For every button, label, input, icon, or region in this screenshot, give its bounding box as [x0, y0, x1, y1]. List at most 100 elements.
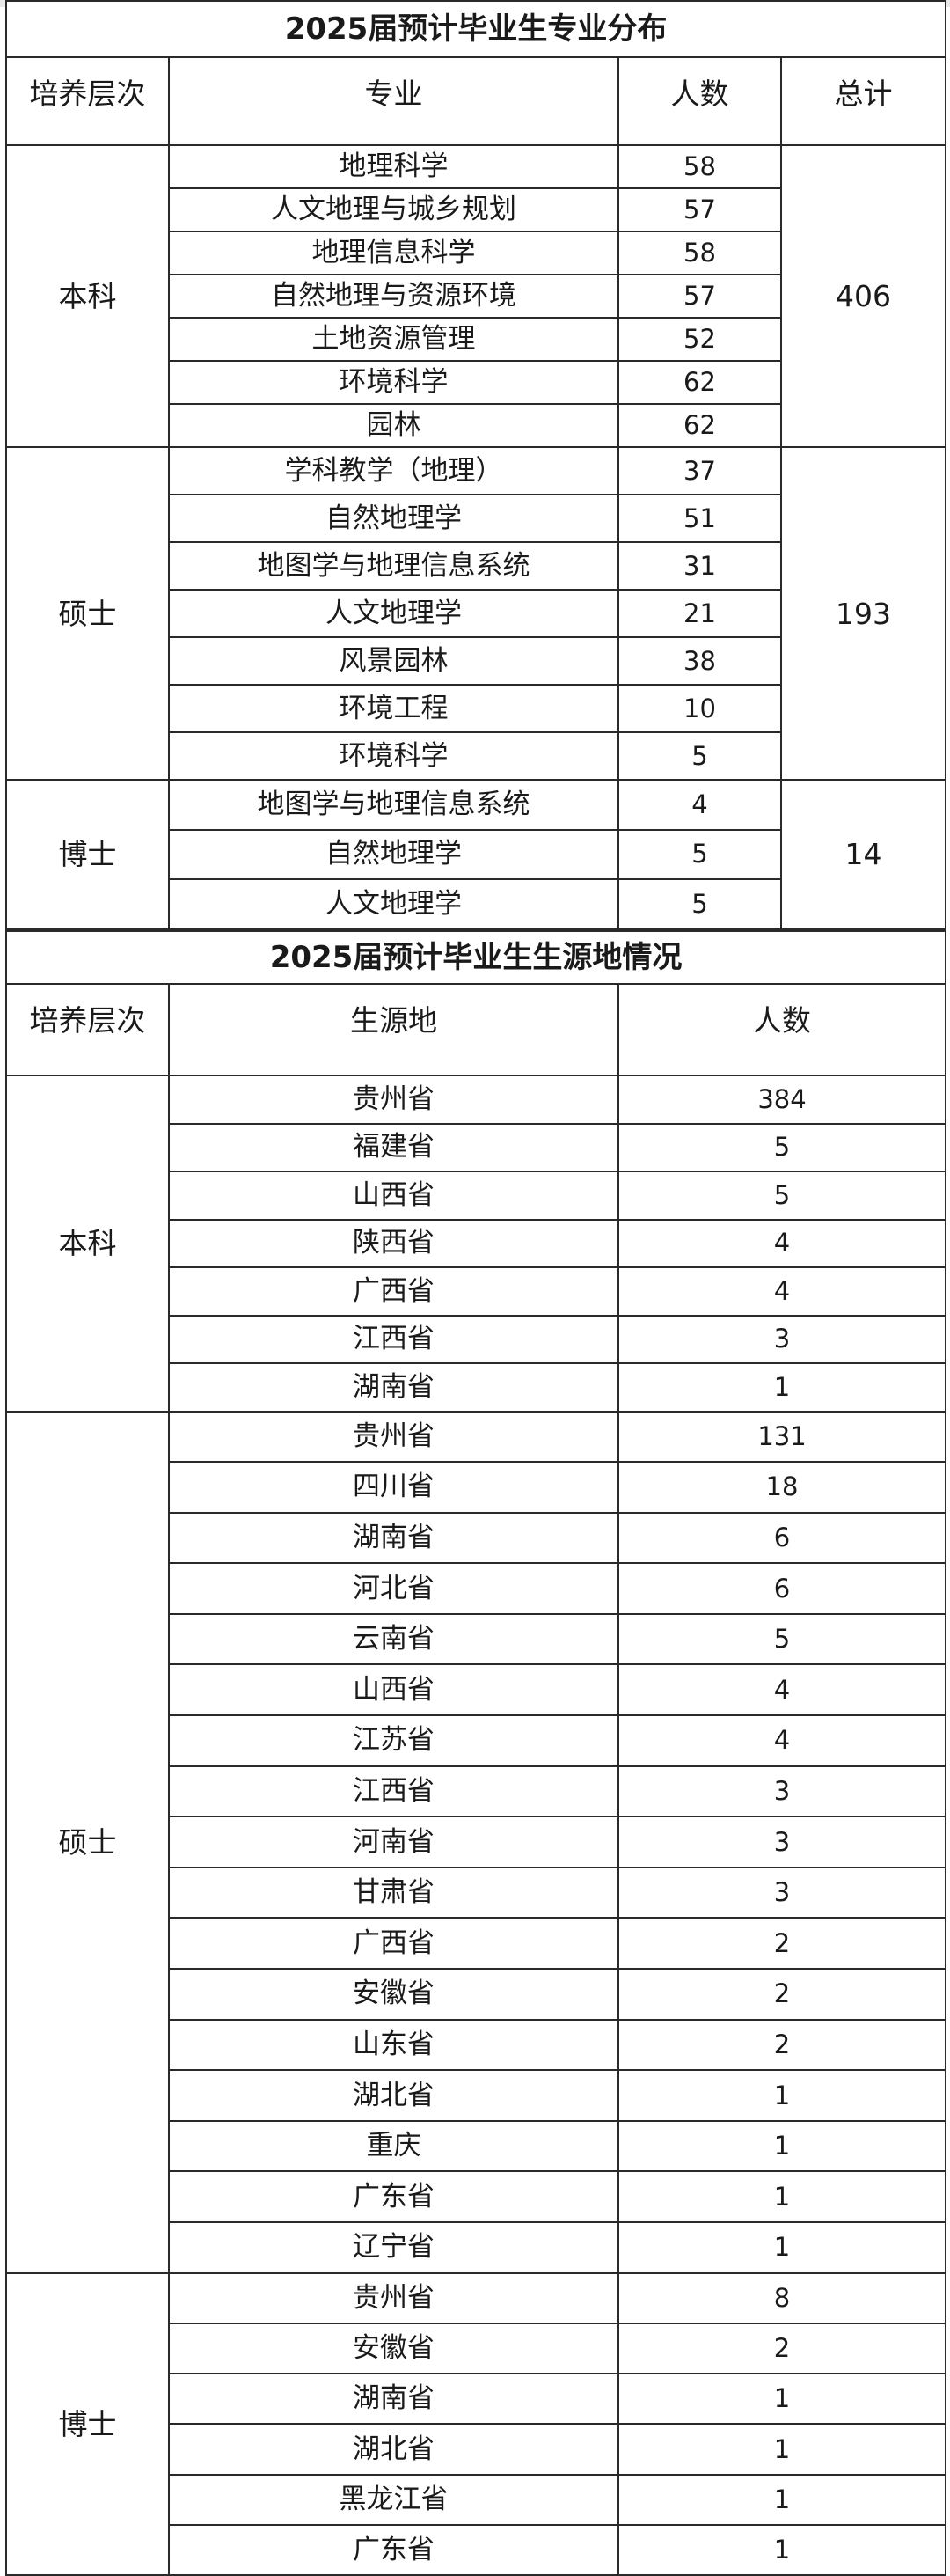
- name-cell: 湖南省: [168, 1511, 619, 1565]
- name-cell: 风景园林: [168, 636, 619, 686]
- name-cell: 人文地理学: [168, 589, 619, 638]
- header-total: 总计: [779, 56, 947, 146]
- name-cell: 环境科学: [168, 731, 619, 781]
- count-cell: 3: [617, 1314, 947, 1364]
- count-cell: 1: [617, 2423, 947, 2476]
- name-cell: 学科教学（地理）: [168, 446, 619, 495]
- name-cell: 福建省: [168, 1122, 619, 1172]
- name-cell: 人文地理与城乡规划: [168, 187, 619, 232]
- table-row: 江苏省 4: [6, 1714, 947, 1767]
- count-cell: 2: [617, 2018, 947, 2072]
- name-cell: 山西省: [168, 1171, 619, 1221]
- name-cell: 江苏省: [168, 1714, 619, 1767]
- table-row: 广东省 1: [6, 2524, 947, 2576]
- name-cell: 山东省: [168, 2018, 619, 2072]
- name-cell: 陕西省: [168, 1218, 619, 1268]
- name-cell: 环境科学: [168, 360, 619, 405]
- count-cell: 58: [618, 144, 782, 189]
- table-row: 本科 贵州省 384: [5, 1075, 947, 1413]
- count-cell: 37: [618, 446, 782, 495]
- table-row: 地理信息科学 58: [6, 231, 946, 275]
- name-cell: 黑龙江省: [168, 2473, 619, 2527]
- count-cell: 21: [618, 589, 782, 638]
- count-cell: 1: [617, 2119, 947, 2173]
- count-cell: 3: [617, 1816, 947, 1868]
- name-cell: 人文地理学: [168, 878, 619, 930]
- majors-table: 2025届预计毕业生专业分布 培养层次 专业 人数 总计 本科 地理科学 58 406…: [4, 0, 947, 930]
- table-row: 博士 贵州省 8: [5, 2271, 947, 2576]
- name-cell: 广东省: [168, 2524, 619, 2576]
- table-row: 广西省 2: [6, 1917, 947, 1971]
- count-cell: 58: [618, 231, 782, 275]
- name-cell: 辽宁省: [168, 2221, 619, 2274]
- table-row: 湖南省 1: [6, 1362, 947, 1413]
- table-row: 甘肃省 3: [6, 1866, 947, 1919]
- name-cell: 自然地理与资源环境: [168, 274, 619, 319]
- table-row: 风景园林 38: [6, 636, 946, 686]
- table-row: 地图学与地理信息系统 31: [6, 541, 946, 591]
- name-cell: 地理信息科学: [168, 231, 619, 275]
- name-cell: 河北省: [168, 1562, 619, 1615]
- table-row: 山西省 5: [6, 1171, 947, 1221]
- count-cell: 62: [618, 360, 782, 405]
- name-cell: 甘肃省: [168, 1866, 619, 1919]
- count-cell: 57: [618, 187, 782, 232]
- table-row: 四川省 18: [6, 1461, 947, 1514]
- table-row: 湖南省 6: [6, 1511, 947, 1565]
- table-row: 环境工程 10: [6, 684, 946, 733]
- count-cell: 384: [617, 1075, 947, 1125]
- table-row: 自然地理学 51: [6, 494, 946, 543]
- table-row: 土地资源管理 52: [6, 317, 946, 362]
- table-row: 陕西省 4: [6, 1218, 947, 1268]
- name-cell: 地图学与地理信息系统: [168, 541, 619, 591]
- table-row: 江西省 3: [6, 1765, 947, 1818]
- name-cell: 江西省: [168, 1314, 619, 1364]
- name-cell: 湖北省: [168, 2423, 619, 2476]
- total-cell: 406: [779, 144, 947, 448]
- total-cell: 14: [779, 779, 947, 930]
- count-cell: 31: [618, 541, 782, 591]
- count-cell: 4: [617, 1218, 947, 1268]
- count-cell: 5: [617, 1122, 947, 1172]
- table-row: 人文地理学 21: [6, 589, 946, 638]
- name-cell: 贵州省: [168, 1410, 619, 1464]
- table-row: 广东省 1: [6, 2170, 947, 2223]
- origins-table-title: 2025届预计毕业生生源地情况: [4, 930, 947, 985]
- name-cell: 四川省: [168, 1461, 619, 1514]
- name-cell: 云南省: [168, 1612, 619, 1666]
- count-cell: 4: [617, 1266, 947, 1317]
- count-cell: 1: [617, 2069, 947, 2122]
- name-cell: 环境工程: [168, 684, 619, 733]
- table-row: 本科 地理科学 58 406: [5, 144, 947, 448]
- table-row: 博士 地图学与地理信息系统 4 14: [5, 779, 947, 930]
- table-row: 环境科学 5: [6, 731, 946, 781]
- count-cell: 5: [617, 1171, 947, 1221]
- name-cell: 河南省: [168, 1816, 619, 1868]
- table-row: 云南省 5: [6, 1612, 947, 1666]
- table-row: 湖南省 1: [6, 2373, 947, 2426]
- header-level: 培养层次: [5, 56, 170, 146]
- level-cell: 硕士: [5, 446, 170, 781]
- count-cell: 51: [618, 494, 782, 543]
- name-cell: 地图学与地理信息系统: [168, 779, 619, 831]
- table-row: 人文地理与城乡规划 57: [6, 187, 946, 232]
- count-cell: 2: [617, 2322, 947, 2375]
- header-origin: 生源地: [168, 983, 619, 1076]
- count-cell: 5: [617, 1612, 947, 1666]
- count-cell: 62: [618, 403, 782, 448]
- count-cell: 38: [618, 636, 782, 686]
- name-cell: 江西省: [168, 1765, 619, 1818]
- count-cell: 6: [617, 1562, 947, 1615]
- count-cell: 5: [618, 828, 782, 880]
- count-cell: 1: [617, 1362, 947, 1413]
- table-row: 环境科学 62: [6, 360, 946, 405]
- name-cell: 地理科学: [168, 144, 619, 189]
- count-cell: 8: [617, 2271, 947, 2324]
- count-cell: 1: [617, 2524, 947, 2576]
- majors-table-title: 2025届预计毕业生专业分布: [4, 0, 947, 58]
- level-cell: 本科: [5, 144, 170, 448]
- header-count: 人数: [617, 983, 947, 1076]
- count-cell: 1: [617, 2221, 947, 2274]
- count-cell: 4: [617, 1714, 947, 1767]
- header-level: 培养层次: [5, 983, 170, 1076]
